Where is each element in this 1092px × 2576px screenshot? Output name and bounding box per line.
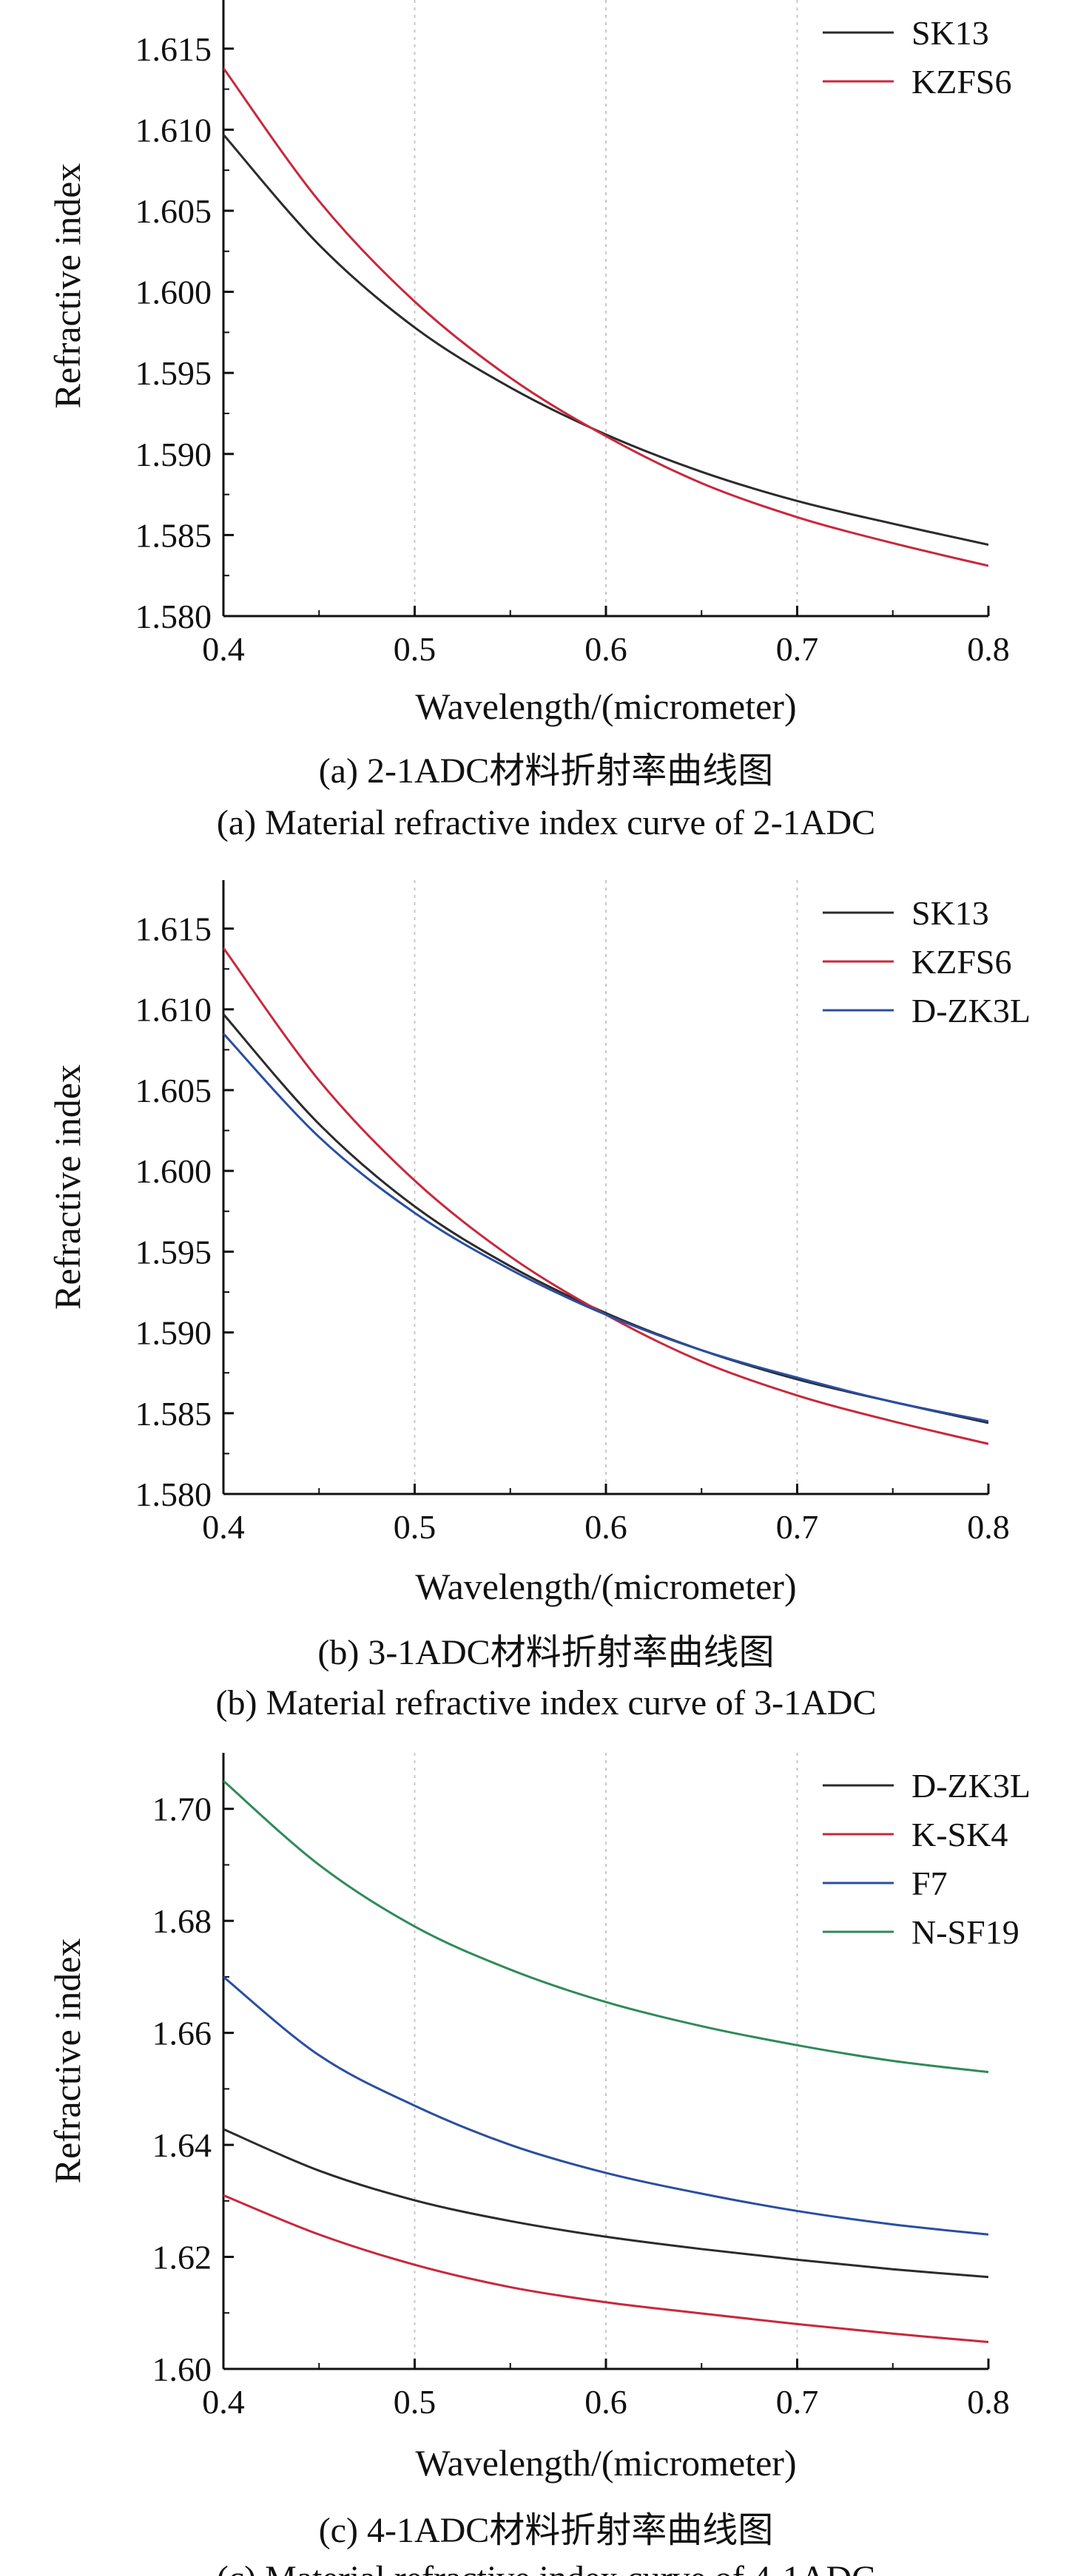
caption-en: (c) Material refractive index curve of 4… (217, 2559, 875, 2576)
y-tick-label: 1.600 (135, 274, 212, 311)
y-tick-label: 1.605 (135, 1072, 212, 1109)
y-axis-title: Refractive index (47, 1938, 88, 2184)
caption-cn: (c) 4-1ADC材料折射率曲线图 (319, 2511, 774, 2550)
y-tick-label: 1.590 (135, 1314, 212, 1352)
x-tick-label: 0.5 (394, 1508, 437, 1546)
x-tick-label: 0.6 (584, 630, 627, 668)
legend-label: KZFS6 (911, 63, 1011, 101)
x-tick-label: 0.4 (202, 630, 245, 668)
legend-label: F7 (911, 1865, 948, 1902)
legend-label: KZFS6 (911, 943, 1011, 981)
y-tick-label: 1.580 (135, 598, 212, 635)
x-tick-label: 0.7 (776, 2383, 819, 2421)
y-tick-label: 1.66 (152, 2015, 212, 2052)
x-tick-label: 0.7 (776, 1508, 819, 1546)
y-tick-label: 1.585 (135, 1395, 212, 1433)
y-tick-label: 1.60 (152, 2350, 212, 2388)
y-tick-label: 1.615 (135, 910, 212, 948)
x-axis-title: Wavelength/(micrometer) (415, 2442, 796, 2484)
series-line-kzfs6 (223, 67, 988, 567)
legend-label: K-SK4 (911, 1816, 1008, 1853)
y-tick-label: 1.615 (135, 30, 212, 68)
legend-label: D-ZK3L (911, 1767, 1031, 1805)
chart-panel-a: 0.4 0.5 0.6 0.7 0.8 1.580 1.585 1.590 1.595 1.600… (47, 0, 1011, 842)
caption-cn: (a) 2-1ADC材料折射率曲线图 (319, 751, 774, 791)
series-line-f7 (223, 1975, 988, 2236)
y-tick-label: 1.585 (135, 516, 212, 554)
y-axis-title: Refractive index (47, 163, 88, 409)
x-tick-label: 0.6 (584, 2383, 627, 2421)
y-tick-label: 1.600 (135, 1152, 212, 1190)
y-tick-label: 1.610 (135, 111, 212, 149)
x-axis-title: Wavelength/(micrometer) (415, 686, 796, 727)
x-tick-label: 0.4 (202, 2383, 245, 2421)
y-tick-label: 1.68 (152, 1902, 212, 1940)
y-tick-label: 1.610 (135, 991, 212, 1029)
chart-panel-c: 0.4 0.5 0.6 0.7 0.8 1.60 1.62 1.64 1.66 1.68 1.70 W… (47, 1753, 1031, 2576)
caption-en: (b) Material refractive index curve of 3… (216, 1683, 877, 1723)
y-tick-label: 1.62 (152, 2239, 212, 2276)
y-axis-title: Refractive index (47, 1064, 88, 1310)
y-tick-label: 1.70 (152, 1791, 212, 1828)
legend-label: SK13 (911, 14, 989, 52)
caption-en: (a) Material refractive index curve of 2… (217, 803, 875, 842)
series-line-d-zk3l (223, 2128, 988, 2279)
caption-cn: (b) 3-1ADC材料折射率曲线图 (317, 1633, 774, 1672)
x-tick-label: 0.8 (967, 630, 1010, 668)
x-tick-label: 0.5 (394, 2383, 437, 2421)
y-tick-label: 1.64 (152, 2126, 212, 2164)
x-axis-title: Wavelength/(micrometer) (415, 1566, 796, 1607)
series-line-kzfs6 (223, 947, 988, 1445)
series-line-d-zk3l (223, 1032, 988, 1423)
legend-label: D-ZK3L (911, 992, 1031, 1030)
y-tick-label: 1.605 (135, 192, 212, 230)
x-tick-label: 0.8 (967, 2383, 1010, 2421)
y-tick-label: 1.595 (135, 1233, 212, 1271)
legend-label: SK13 (911, 894, 989, 932)
x-tick-label: 0.8 (967, 1508, 1010, 1546)
x-tick-label: 0.7 (776, 630, 819, 668)
legend-label: N-SF19 (911, 1913, 1019, 1951)
y-tick-label: 1.580 (135, 1475, 212, 1513)
series-line-n-sf19 (223, 1779, 988, 2074)
y-tick-label: 1.595 (135, 354, 212, 392)
x-tick-label: 0.6 (584, 1508, 627, 1546)
x-tick-label: 0.5 (394, 630, 437, 668)
x-tick-label: 0.4 (202, 1508, 245, 1546)
y-tick-label: 1.590 (135, 436, 212, 473)
chart-panel-b: 0.4 0.5 0.6 0.7 0.8 1.580 1.585 1.590 1.595 1.600… (47, 880, 1031, 1723)
series-line-k-sk4 (223, 2194, 988, 2344)
